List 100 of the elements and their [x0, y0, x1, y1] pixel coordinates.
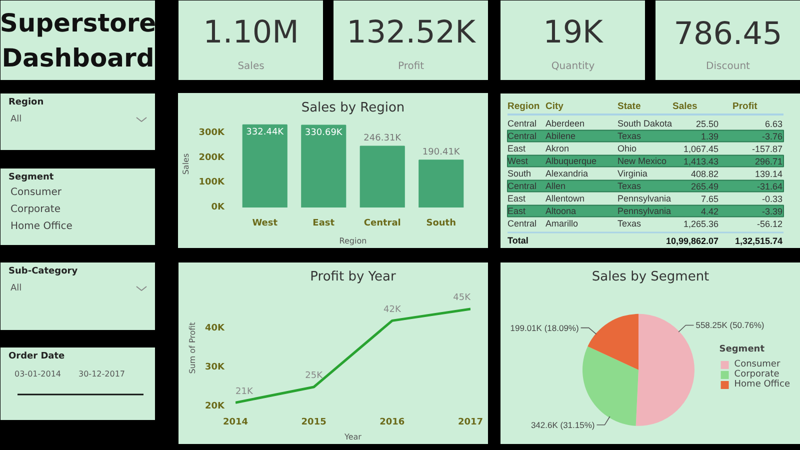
text: 25.50	[696, 119, 719, 129]
y-tick-label: 300K	[198, 128, 226, 138]
text: -56.12	[756, 219, 783, 229]
text: South	[508, 168, 532, 178]
text: Ohio	[618, 144, 637, 154]
text: 1,067.45	[683, 144, 719, 154]
category-label: Region	[508, 101, 540, 112]
text: 30-12-2017	[78, 370, 125, 378]
y-tick-label: 30K	[205, 362, 226, 372]
text: Superstore Dashboard	[0, 8, 156, 72]
text: Akron	[546, 144, 570, 154]
text: Alexandria	[546, 168, 588, 178]
x-tick-label: East	[312, 218, 336, 228]
text: 4.42	[700, 206, 719, 216]
bar	[418, 160, 464, 208]
legend-label: Home Office	[734, 379, 790, 389]
text: 03-01-2014	[14, 370, 61, 378]
text: 7.65	[700, 194, 719, 204]
data-label: 45K	[453, 293, 472, 304]
legend-label: Consumer	[734, 359, 780, 369]
x-axis-title: Year	[344, 432, 362, 442]
text: Texas	[618, 181, 642, 191]
data-label: 21K	[236, 386, 254, 397]
text: Virginia	[618, 168, 648, 178]
x-tick-label: West	[252, 218, 278, 228]
text: East	[508, 194, 526, 204]
text: -31.64	[756, 182, 783, 192]
y-tick-label: 0K	[211, 202, 226, 212]
text: 1,413.43	[683, 156, 719, 166]
data-label: 199.01K (18.09%)	[510, 322, 579, 333]
text: Discount	[706, 61, 750, 72]
y-axis-title: Sum of Profit	[188, 322, 197, 374]
text: 1.39	[700, 132, 719, 142]
text: 132.52K	[346, 14, 476, 50]
text: 1,265.36	[683, 219, 719, 229]
text: Sub-Category	[8, 266, 78, 276]
text: South Dakota	[618, 118, 672, 128]
text: Total	[508, 236, 528, 246]
category-label: Profit	[732, 101, 758, 112]
text: 265.49	[690, 182, 719, 192]
text: Central	[508, 181, 537, 191]
text: 19K	[543, 14, 604, 50]
text: Central	[508, 131, 537, 141]
y-tick-label: 100K	[198, 178, 226, 188]
text: Corporate	[10, 204, 60, 215]
chart-title: Sales by Segment	[592, 270, 710, 284]
y-axis-title: Sales	[182, 153, 191, 175]
text: Allentown	[546, 194, 585, 204]
text: Pennsylvania	[618, 206, 672, 216]
data-label: 246.31K	[364, 134, 402, 144]
text: -0.33	[762, 194, 782, 204]
data-label: 42K	[383, 304, 402, 315]
text: 786.45	[674, 16, 782, 52]
x-tick-label: 2016	[380, 418, 405, 428]
category-label: Sales	[672, 101, 698, 112]
y-tick-label: 200K	[198, 152, 226, 163]
x-tick-label: 2017	[458, 418, 484, 428]
bar	[301, 124, 346, 208]
text: Allen	[546, 181, 566, 191]
text: -3.39	[762, 206, 782, 216]
text: East	[508, 144, 526, 154]
text: New Mexico	[618, 156, 667, 166]
text: Profit	[398, 61, 424, 72]
chart-title: Profit by Year	[310, 270, 396, 284]
legend-label: Corporate	[734, 369, 780, 379]
text: Segment	[8, 172, 54, 182]
data-label: 25K	[305, 371, 324, 382]
text: East	[508, 206, 526, 216]
legend-title: Segment	[719, 344, 766, 354]
data-label: 330.69K	[304, 128, 344, 138]
y-tick-label: 20K	[205, 402, 226, 412]
x-axis-title: Region	[339, 236, 367, 246]
text: Consumer	[10, 187, 62, 198]
text: All	[10, 114, 22, 124]
text: Texas	[618, 218, 642, 228]
text: Central	[508, 118, 537, 128]
text: 296.71	[754, 156, 783, 166]
x-tick-label: Central	[364, 218, 401, 228]
text: West	[508, 156, 528, 166]
category-label: City	[546, 101, 564, 112]
data-label: 342.6K (31.15%)	[530, 420, 595, 430]
text: Altoona	[546, 206, 576, 216]
text: Pennsylvania	[618, 194, 672, 204]
text: Sales	[238, 61, 264, 72]
bar	[360, 146, 405, 208]
text: 139.14	[754, 169, 783, 179]
chart-title: Sales by Region	[301, 100, 405, 116]
data-label: 190.41K	[422, 148, 461, 158]
text: 1.10M	[203, 14, 299, 50]
category-label: State	[618, 101, 641, 112]
data-label: 558.25K (50.76%)	[696, 320, 764, 330]
text: Albuquerque	[546, 156, 597, 166]
text: Quantity	[551, 61, 595, 72]
text: Region	[8, 98, 44, 108]
text: Aberdeen	[546, 118, 585, 128]
x-tick-label: 2015	[301, 418, 326, 428]
text: Order Date	[8, 352, 65, 362]
text: Home Office	[10, 221, 72, 232]
data-label: 332.44K	[246, 127, 285, 138]
text: All	[10, 284, 22, 294]
